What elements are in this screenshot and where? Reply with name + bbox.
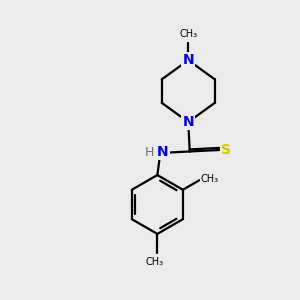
Text: CH₃: CH₃ [146, 257, 164, 268]
Text: CH₃: CH₃ [179, 29, 197, 39]
Text: N: N [182, 115, 194, 129]
Text: S: S [221, 143, 231, 157]
Text: CH₃: CH₃ [201, 174, 219, 184]
Text: H: H [144, 146, 154, 159]
Text: N: N [157, 146, 169, 159]
Text: N: N [182, 53, 194, 67]
